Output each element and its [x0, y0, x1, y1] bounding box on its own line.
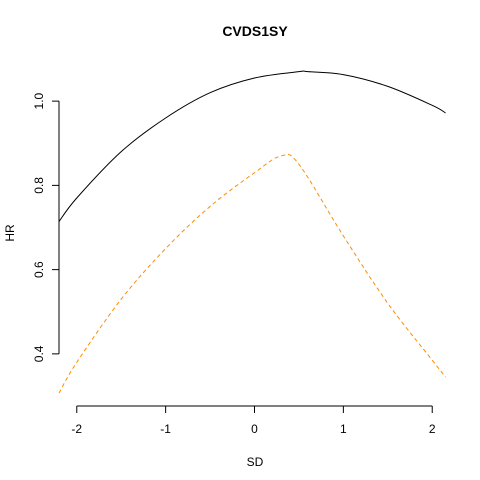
x-tick-label: -1 [160, 422, 171, 436]
series-line-dashed [58, 153, 446, 394]
y-tick-label: 0.8 [32, 177, 46, 194]
series-line-solid [58, 70, 446, 222]
y-tick-label: 0.4 [32, 345, 46, 362]
y-axis-title: HR [3, 224, 17, 242]
chart-title: CVDS1SY [222, 23, 288, 39]
x-tick-label: 2 [429, 422, 436, 436]
y-axis: 0.4 0.6 0.8 1.0 [32, 92, 60, 362]
x-axis: -2 -1 0 1 2 [71, 405, 436, 436]
y-tick-label: 0.6 [32, 261, 46, 278]
series-layer [58, 70, 446, 394]
x-tick-label: 0 [251, 422, 258, 436]
x-tick-label: 1 [340, 422, 347, 436]
x-tick-label: -2 [71, 422, 82, 436]
y-tick-label: 1.0 [32, 92, 46, 109]
x-axis-title: SD [247, 455, 264, 469]
